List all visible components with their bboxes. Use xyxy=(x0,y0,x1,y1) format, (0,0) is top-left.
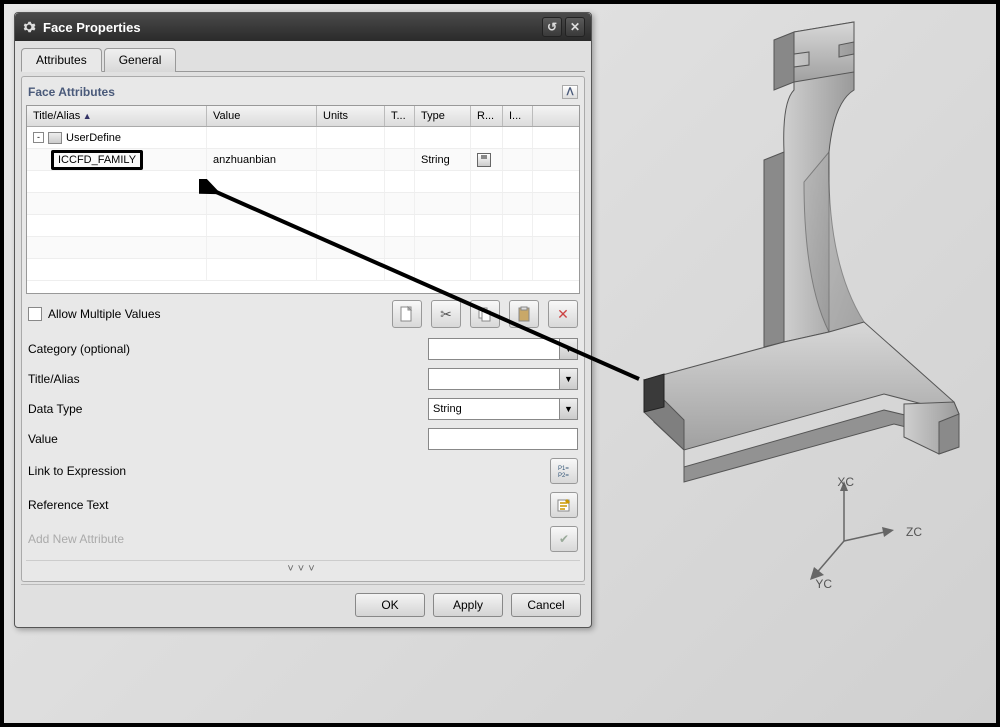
tab-general[interactable]: General xyxy=(104,48,177,72)
attr-title: ICCFD_FAMILY xyxy=(51,150,143,170)
value-input[interactable] xyxy=(428,428,578,450)
reset-icon[interactable]: ↺ xyxy=(542,17,562,37)
attr-value: anzhuanbian xyxy=(207,149,317,170)
title-row: Title/Alias ▼ xyxy=(26,364,580,394)
link-row: Link to Expression P1=P2= xyxy=(26,454,580,488)
gear-icon xyxy=(21,19,37,35)
expand-strip[interactable]: ˅˅˅ xyxy=(26,560,580,577)
ok-button[interactable]: OK xyxy=(355,593,425,617)
ref-row: Reference Text xyxy=(26,488,580,522)
col-r[interactable]: R... xyxy=(471,106,503,126)
table-row xyxy=(27,193,579,215)
paste-icon[interactable] xyxy=(509,300,539,328)
table-header: Title/Alias Value Units T... Type R... I… xyxy=(27,106,579,127)
dialog-buttons: OK Apply Cancel xyxy=(21,584,585,621)
table-row[interactable]: ICCFD_FAMILY anzhuanbian String xyxy=(27,149,579,171)
allow-multi-label: Allow Multiple Values xyxy=(48,307,383,321)
3d-viewport[interactable]: XC ZC YC xyxy=(599,12,984,711)
tab-attributes[interactable]: Attributes xyxy=(21,48,102,72)
col-value[interactable]: Value xyxy=(207,106,317,126)
svg-text:P1=: P1= xyxy=(558,466,569,472)
chevron-down-icon[interactable]: ▼ xyxy=(559,339,577,359)
table-row xyxy=(27,237,579,259)
datatype-combo[interactable]: String▼ xyxy=(428,398,578,420)
cut-icon[interactable]: ✂ xyxy=(431,300,461,328)
category-label: Category (optional) xyxy=(28,342,228,356)
col-t[interactable]: T... xyxy=(385,106,415,126)
3d-part xyxy=(604,2,984,502)
face-properties-dialog: Face Properties ↺ ✕ Attributes General F… xyxy=(14,12,592,628)
new-icon[interactable] xyxy=(392,300,422,328)
add-label: Add New Attribute xyxy=(28,532,228,546)
value-row: Value xyxy=(26,424,580,454)
svg-text:P2=: P2= xyxy=(558,473,569,479)
category-combo[interactable]: ▼ xyxy=(428,338,578,360)
table-row xyxy=(27,215,579,237)
col-type[interactable]: Type xyxy=(415,106,471,126)
dialog-title: Face Properties xyxy=(43,20,539,35)
dialog-body: Attributes General Face Attributes ᐱ Tit… xyxy=(15,41,591,627)
attributes-table: Title/Alias Value Units T... Type R... I… xyxy=(26,105,580,294)
titlebar[interactable]: Face Properties ↺ ✕ xyxy=(15,13,591,41)
folder-icon xyxy=(48,132,62,144)
edit-text-icon[interactable] xyxy=(550,492,578,518)
cancel-button[interactable]: Cancel xyxy=(511,593,581,617)
section-header: Face Attributes ᐱ xyxy=(26,81,580,103)
link-label: Link to Expression xyxy=(28,464,228,478)
attr-type: String xyxy=(415,149,471,170)
datatype-label: Data Type xyxy=(28,402,228,416)
collapse-icon[interactable]: ᐱ xyxy=(562,85,578,99)
value-label: Value xyxy=(28,432,228,446)
check-icon[interactable]: ✔ xyxy=(550,526,578,552)
group-row[interactable]: - UserDefine xyxy=(27,127,579,149)
save-icon[interactable] xyxy=(477,153,491,167)
col-title[interactable]: Title/Alias xyxy=(27,106,207,126)
table-row xyxy=(27,259,579,281)
axes-triad xyxy=(784,471,904,591)
multi-values-row: Allow Multiple Values ✂ ✕ xyxy=(26,294,580,334)
chevron-down-icon[interactable]: ▼ xyxy=(559,369,577,389)
expander-icon[interactable]: - xyxy=(33,132,44,143)
close-icon[interactable]: ✕ xyxy=(565,17,585,37)
copy-icon[interactable] xyxy=(470,300,500,328)
col-units[interactable]: Units xyxy=(317,106,385,126)
axis-x-label: XC xyxy=(837,475,854,489)
expression-icon[interactable]: P1=P2= xyxy=(550,458,578,484)
axis-y-label: YC xyxy=(815,577,832,591)
ref-label: Reference Text xyxy=(28,498,228,512)
group-label: UserDefine xyxy=(66,132,121,144)
table-body: - UserDefine ICCFD_FAMILY anzhuanbian St… xyxy=(27,127,579,293)
section-title: Face Attributes xyxy=(28,85,115,99)
category-row: Category (optional) ▼ xyxy=(26,334,580,364)
apply-button[interactable]: Apply xyxy=(433,593,503,617)
delete-icon[interactable]: ✕ xyxy=(548,300,578,328)
add-row: Add New Attribute ✔ xyxy=(26,522,580,556)
chevron-down-icon[interactable]: ▼ xyxy=(559,399,577,419)
allow-multi-checkbox[interactable] xyxy=(28,307,42,321)
col-i[interactable]: I... xyxy=(503,106,533,126)
axis-z-label: ZC xyxy=(906,525,922,539)
title-combo[interactable]: ▼ xyxy=(428,368,578,390)
datatype-row: Data Type String▼ xyxy=(26,394,580,424)
tab-bar: Attributes General xyxy=(21,47,585,72)
title-label: Title/Alias xyxy=(28,372,228,386)
face-attributes-section: Face Attributes ᐱ Title/Alias Value Unit… xyxy=(21,76,585,582)
table-row xyxy=(27,171,579,193)
